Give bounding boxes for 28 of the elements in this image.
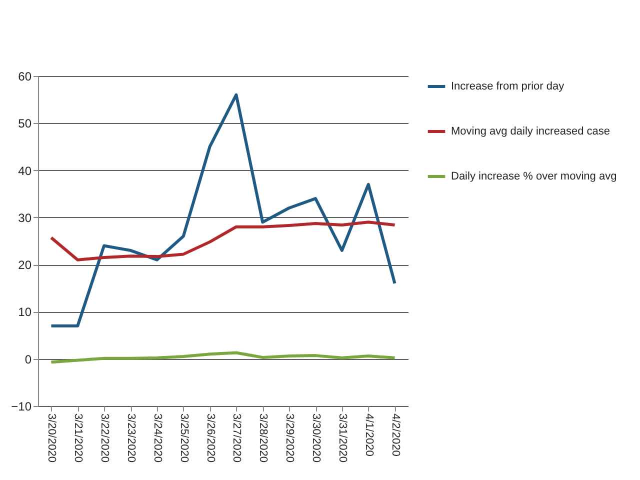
line-series	[50, 220, 396, 262]
x-tick-label: 3/22/2020	[98, 414, 111, 462]
x-tick-label: 3/27/2020	[230, 414, 243, 462]
line-series	[50, 351, 396, 364]
x-tick-label: 4/1/2020	[362, 414, 375, 456]
x-tick-label: 3/31/2020	[336, 414, 348, 462]
y-tick-label: −10	[11, 400, 32, 414]
x-tick-label: 3/29/2020	[284, 414, 296, 462]
line-series	[50, 93, 396, 328]
x-tick-label: 3/21/2020	[72, 414, 84, 462]
x-tick-label: 3/20/2020	[46, 414, 58, 462]
legend-label: Moving avg daily increased case	[451, 126, 610, 138]
legend-label: Increase from prior day	[451, 80, 565, 92]
x-tick-label: 4/2/2020	[389, 414, 402, 456]
legend-label: Daily increase % over moving avg	[451, 170, 617, 182]
x-tick-label: 3/30/2020	[310, 414, 322, 462]
y-tick-label: 40	[18, 164, 32, 178]
y-tick-label: 0	[24, 352, 32, 366]
x-tick-label: 3/24/2020	[151, 414, 164, 462]
y-tick-label: 30	[18, 210, 32, 225]
x-tick-label: 3/26/2020	[204, 414, 216, 462]
x-tick-label: 3/28/2020	[257, 414, 270, 462]
x-tick-label: 3/23/2020	[125, 414, 137, 462]
y-tick-label: 20	[18, 258, 32, 272]
y-tick-label: 10	[18, 305, 32, 320]
y-tick-label: 60	[18, 70, 32, 84]
x-tick-label: 3/25/2020	[178, 414, 190, 462]
y-tick-label: 50	[18, 116, 32, 131]
